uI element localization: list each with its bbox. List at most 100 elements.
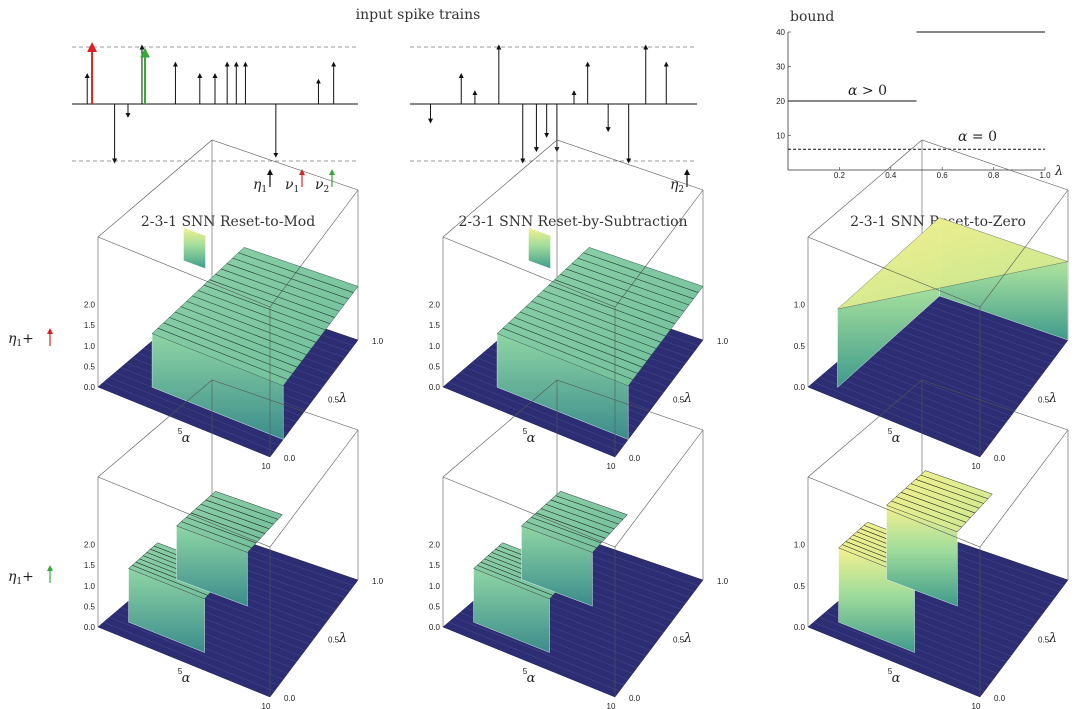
plateau-line-2 bbox=[163, 322, 293, 374]
ztick-2: 1.0 bbox=[429, 582, 441, 591]
band-1-line-7 bbox=[210, 495, 279, 520]
ztick-1: 0.5 bbox=[794, 582, 806, 591]
floor-line-2 bbox=[454, 617, 624, 686]
floor-line-1 bbox=[448, 381, 620, 452]
plateau-line-6 bbox=[531, 300, 657, 349]
band-1-line-3 bbox=[900, 492, 971, 518]
floor-line-14 bbox=[887, 318, 1042, 376]
floor-line-2 bbox=[454, 377, 624, 446]
xtick-0: 5 bbox=[178, 667, 183, 676]
ytick-1: 0.5 bbox=[328, 636, 340, 645]
plateau-line-14 bbox=[232, 257, 349, 300]
ztick-0: 0.0 bbox=[84, 383, 96, 392]
spike-trains-title: input spike trains bbox=[356, 7, 481, 23]
band-1-line-1 bbox=[181, 521, 252, 549]
floor-line-2 bbox=[819, 617, 989, 686]
surface-plateau bbox=[151, 247, 359, 387]
floor-line-1 bbox=[813, 381, 985, 452]
xlabel: α bbox=[892, 671, 901, 686]
plateau-line-12 bbox=[221, 268, 340, 312]
xlabel: α bbox=[182, 431, 191, 446]
xtick-1: 10 bbox=[972, 702, 981, 709]
floor-line-6 bbox=[842, 357, 1007, 423]
xtick-0: 5 bbox=[888, 427, 893, 436]
ztick-1: 0.5 bbox=[84, 602, 96, 611]
plateau-line-7 bbox=[192, 295, 317, 343]
ytick-2: 1.0 bbox=[717, 577, 729, 586]
bound-ytick-1: 20 bbox=[776, 97, 785, 106]
ztick-3: 1.5 bbox=[84, 561, 96, 570]
plateau-line-8 bbox=[542, 290, 666, 337]
ztick-4: 2.0 bbox=[429, 301, 441, 310]
row1-text: η1+ bbox=[8, 331, 34, 349]
ztick-0: 0.0 bbox=[794, 383, 806, 392]
xtick-0: 5 bbox=[523, 427, 528, 436]
ztick-4: 2.0 bbox=[429, 541, 441, 550]
floor-line-4 bbox=[830, 367, 998, 434]
ytick-1: 0.5 bbox=[1038, 636, 1050, 645]
bound-xtick-3: 0.8 bbox=[988, 171, 1000, 180]
plateau-line-5 bbox=[180, 306, 307, 356]
floor-line-3 bbox=[825, 372, 994, 440]
surface-panel-r1-c3: 2-3-1 SNN Reset-to-Zero0.00.51.0510α0.00… bbox=[794, 139, 1069, 471]
ztick-2: 1.0 bbox=[794, 541, 806, 550]
spike-legend: η1 ν1 ν2 η2 bbox=[253, 169, 690, 195]
floor-line-19 bbox=[916, 294, 1064, 347]
floor-line-12 bbox=[876, 328, 1033, 388]
bound-xlabel: λ bbox=[1054, 164, 1063, 179]
bound-ytick-2: 30 bbox=[776, 63, 785, 72]
floor-line-2 bbox=[819, 377, 989, 446]
ytick-0: 0.0 bbox=[284, 694, 296, 703]
band-1-line-1 bbox=[526, 521, 597, 549]
ztick-3: 1.5 bbox=[429, 561, 441, 570]
plateau-line-14 bbox=[577, 257, 694, 300]
floor-line-15 bbox=[893, 314, 1047, 370]
ylabel: λ bbox=[683, 391, 692, 406]
floor-line-10 bbox=[864, 338, 1025, 399]
band-1-line-5 bbox=[200, 503, 270, 530]
band-0-line-1 bbox=[477, 564, 553, 596]
ytick-1: 0.5 bbox=[673, 636, 685, 645]
ytick-0: 0.0 bbox=[994, 454, 1006, 463]
band-1-line-5 bbox=[545, 503, 615, 530]
ztick-0: 0.0 bbox=[794, 623, 806, 632]
ytick-0: 0.0 bbox=[994, 694, 1006, 703]
ytick-1: 0.5 bbox=[1038, 396, 1050, 405]
bound-xtick-4: 1.0 bbox=[1039, 171, 1051, 180]
ytick-1: 0.5 bbox=[673, 396, 685, 405]
band-1-line-7 bbox=[555, 495, 624, 520]
plateau-line-1 bbox=[502, 327, 633, 380]
floor-line-7 bbox=[847, 352, 1011, 417]
ztick-2: 1.0 bbox=[429, 342, 441, 351]
band-1-line-2 bbox=[896, 496, 967, 523]
row-label-2: η1+ bbox=[8, 565, 53, 587]
ztick-4: 2.0 bbox=[84, 541, 96, 550]
spike-train-1 bbox=[72, 42, 358, 164]
row2-text: η1+ bbox=[8, 569, 34, 587]
ztick-2: 1.0 bbox=[84, 342, 96, 351]
band-1-line-6 bbox=[205, 499, 274, 525]
plateau-line-10 bbox=[209, 279, 331, 324]
floor-line-2 bbox=[109, 617, 279, 686]
ztick-1: 0.5 bbox=[84, 362, 96, 371]
ztick-3: 1.5 bbox=[84, 321, 96, 330]
ztick-0: 0.0 bbox=[429, 623, 441, 632]
plateau-line-11 bbox=[215, 274, 335, 318]
xtick-1: 10 bbox=[262, 702, 271, 709]
ylabel: λ bbox=[683, 631, 692, 646]
band-1-line-5 bbox=[910, 483, 980, 509]
bound-xtick-2: 0.6 bbox=[937, 171, 949, 180]
ylabel: λ bbox=[1048, 391, 1057, 406]
bound-xtick-1: 0.4 bbox=[885, 171, 897, 180]
plateau-line-12 bbox=[566, 268, 685, 312]
xtick-0: 5 bbox=[178, 427, 183, 436]
bound-label-alpha-pos: α > 0 bbox=[848, 83, 887, 99]
plateau-line-8 bbox=[197, 290, 321, 337]
band-1-line-4 bbox=[540, 508, 610, 534]
ytick-0: 0.0 bbox=[629, 694, 641, 703]
ztick-1: 0.5 bbox=[429, 362, 441, 371]
floor-line-9 bbox=[859, 343, 1020, 405]
xtick-0: 5 bbox=[523, 667, 528, 676]
ytick-2: 1.0 bbox=[717, 337, 729, 346]
